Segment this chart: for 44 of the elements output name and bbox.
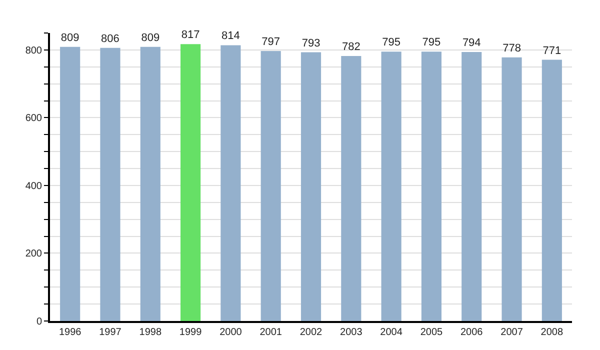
data-label: 794 [462, 36, 481, 49]
bar [260, 50, 281, 321]
bar [100, 48, 120, 321]
x-tick-label: 2004 [380, 327, 403, 338]
bar [462, 52, 482, 321]
bar [421, 52, 442, 321]
data-label: 806 [101, 32, 120, 45]
x-tick-label: 2007 [500, 327, 524, 338]
x-tick-label: 2003 [340, 327, 363, 338]
bar [502, 57, 522, 321]
y-tick-label: 800 [25, 45, 42, 56]
x-tick-label: 2001 [260, 327, 282, 338]
data-label: 795 [422, 36, 441, 49]
data-label: 809 [141, 32, 160, 44]
bar [140, 46, 160, 321]
bar [341, 56, 362, 321]
x-tick-label: 2008 [540, 327, 564, 338]
data-label: 817 [181, 29, 200, 42]
y-tick-label: 200 [25, 248, 42, 260]
data-label: 809 [60, 32, 80, 44]
data-label: 814 [222, 30, 240, 42]
bar [60, 46, 80, 321]
data-label: 771 [542, 44, 562, 57]
bar [381, 52, 402, 321]
y-tick-label: 0 [36, 316, 42, 328]
x-tick-label: 1996 [58, 327, 82, 338]
y-tick-label: 600 [25, 113, 42, 124]
data-label: 782 [342, 41, 360, 54]
bar [300, 52, 322, 321]
y-tick-label: 400 [25, 180, 42, 192]
data-label: 797 [262, 36, 280, 48]
x-tick-label: 1999 [179, 327, 202, 338]
data-label: 778 [502, 42, 521, 54]
x-tick-label: 1997 [99, 327, 122, 338]
x-tick-label: 2006 [460, 327, 484, 338]
x-tick-label: 2002 [300, 327, 323, 338]
x-tick-label: 2005 [420, 327, 444, 338]
bar [220, 45, 241, 321]
data-label: 793 [302, 37, 320, 50]
data-label: 795 [382, 36, 400, 49]
x-tick-label: 1998 [139, 327, 162, 338]
bar [542, 60, 562, 321]
bar [180, 44, 201, 321]
x-tick-label: 2000 [220, 327, 242, 338]
